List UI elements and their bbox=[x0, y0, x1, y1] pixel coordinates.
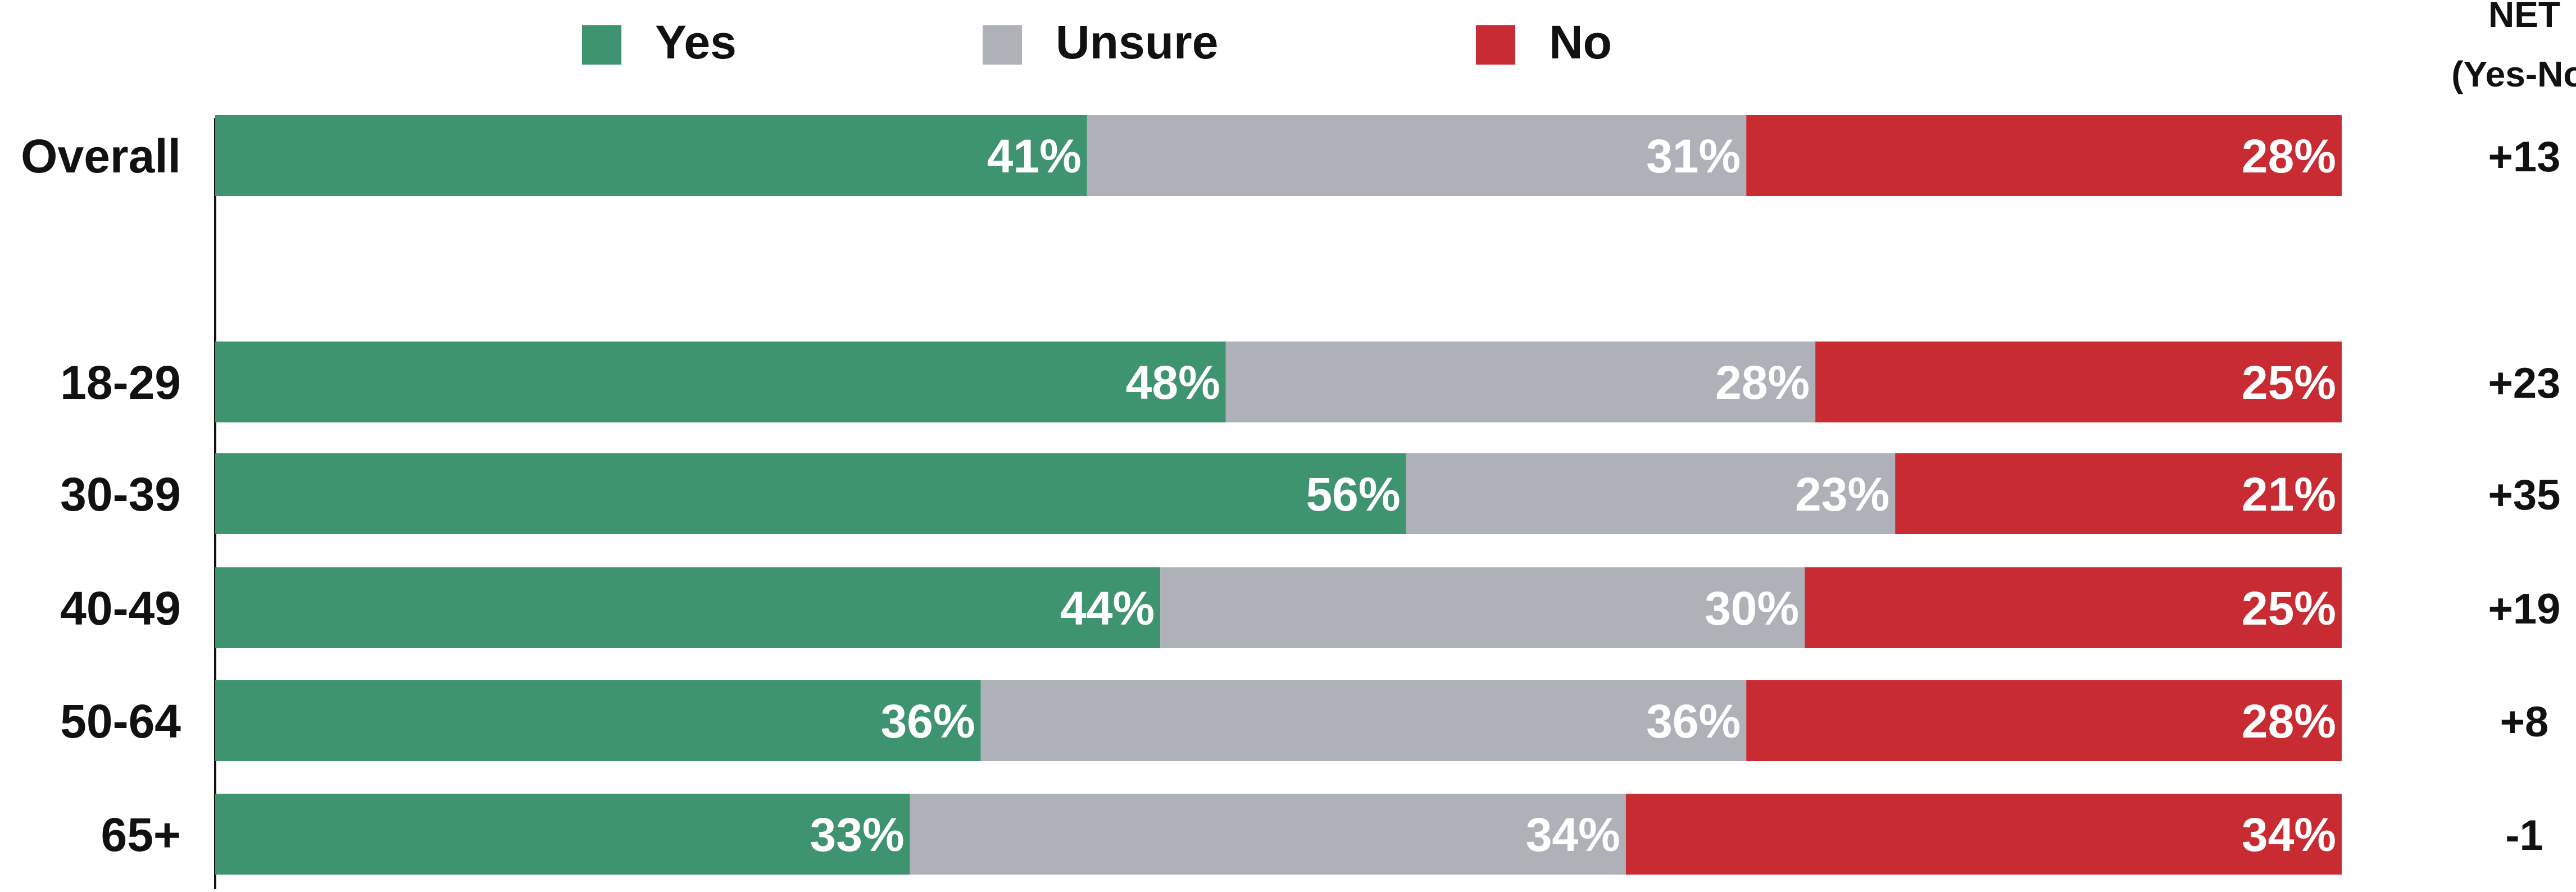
bar-segment-yes bbox=[215, 342, 1226, 422]
category-label: 40-49 bbox=[60, 582, 181, 635]
bar-rows: Overall 41% 31% 28% +13 18-29 48% 28% 25% +23 30-3… bbox=[21, 115, 2560, 875]
data-label-yes: 36% bbox=[880, 695, 975, 748]
bar-segment-yes bbox=[215, 567, 1161, 648]
data-label-unsure: 23% bbox=[1795, 468, 1889, 521]
net-value: +23 bbox=[2488, 359, 2561, 407]
legend: Yes Unsure No bbox=[582, 16, 1612, 69]
category-label: 18-29 bbox=[60, 356, 181, 409]
data-label-unsure: 28% bbox=[1715, 356, 1810, 409]
net-header-line1: NET bbox=[2488, 0, 2560, 35]
legend-label-unsure: Unsure bbox=[1056, 16, 1218, 69]
data-label-no: 25% bbox=[2242, 582, 2336, 635]
net-value: +8 bbox=[2500, 698, 2549, 746]
data-label-no: 21% bbox=[2242, 468, 2336, 521]
category-label: Overall bbox=[21, 130, 181, 183]
bar-segment-unsure bbox=[1225, 342, 1816, 422]
data-label-yes: 41% bbox=[987, 130, 1082, 183]
bar-segment-no bbox=[1895, 453, 2342, 534]
bar-segment-unsure bbox=[910, 794, 1626, 875]
data-label-yes: 56% bbox=[1306, 468, 1400, 521]
data-label-no: 34% bbox=[2242, 808, 2336, 861]
bar-segment-no bbox=[1625, 794, 2342, 875]
data-label-unsure: 34% bbox=[1526, 808, 1620, 861]
net-header: NET (Yes-No) bbox=[2451, 0, 2576, 94]
bar-segment-unsure bbox=[1160, 567, 1805, 648]
data-label-unsure: 31% bbox=[1646, 130, 1741, 183]
category-label: 65+ bbox=[101, 808, 181, 861]
bar-segment-yes bbox=[215, 115, 1087, 196]
bar-segment-no bbox=[1746, 115, 2342, 196]
net-value: -1 bbox=[2505, 812, 2543, 859]
bar-segment-unsure bbox=[980, 680, 1747, 761]
data-label-yes: 33% bbox=[810, 808, 905, 861]
bar-segment-no bbox=[1805, 567, 2342, 648]
net-value: +35 bbox=[2488, 471, 2561, 519]
legend-label-yes: Yes bbox=[655, 16, 737, 69]
category-label: 50-64 bbox=[60, 695, 181, 748]
legend-swatch-yes bbox=[582, 25, 621, 65]
category-label: 30-39 bbox=[60, 468, 181, 521]
bar-segment-unsure bbox=[1406, 453, 1896, 534]
data-label-yes: 44% bbox=[1060, 582, 1155, 635]
bar-segment-yes bbox=[215, 453, 1406, 534]
legend-label-no: No bbox=[1549, 16, 1612, 69]
net-value: +13 bbox=[2488, 133, 2561, 181]
bar-segment-no bbox=[1746, 680, 2342, 761]
bar-segment-unsure bbox=[1087, 115, 1747, 196]
data-label-yes: 48% bbox=[1126, 356, 1220, 409]
data-label-no: 28% bbox=[2242, 695, 2336, 748]
net-value: +19 bbox=[2488, 585, 2561, 633]
data-label-no: 28% bbox=[2242, 130, 2336, 183]
legend-swatch-no bbox=[1476, 25, 1515, 65]
data-label-unsure: 30% bbox=[1705, 582, 1799, 635]
bar-segment-no bbox=[1815, 342, 2342, 422]
bar-segment-yes bbox=[215, 680, 981, 761]
data-label-no: 25% bbox=[2242, 356, 2336, 409]
net-header-line2: (Yes-No) bbox=[2451, 54, 2576, 94]
data-label-unsure: 36% bbox=[1646, 695, 1741, 748]
legend-swatch-unsure bbox=[983, 25, 1022, 65]
bar-segment-yes bbox=[215, 794, 910, 875]
